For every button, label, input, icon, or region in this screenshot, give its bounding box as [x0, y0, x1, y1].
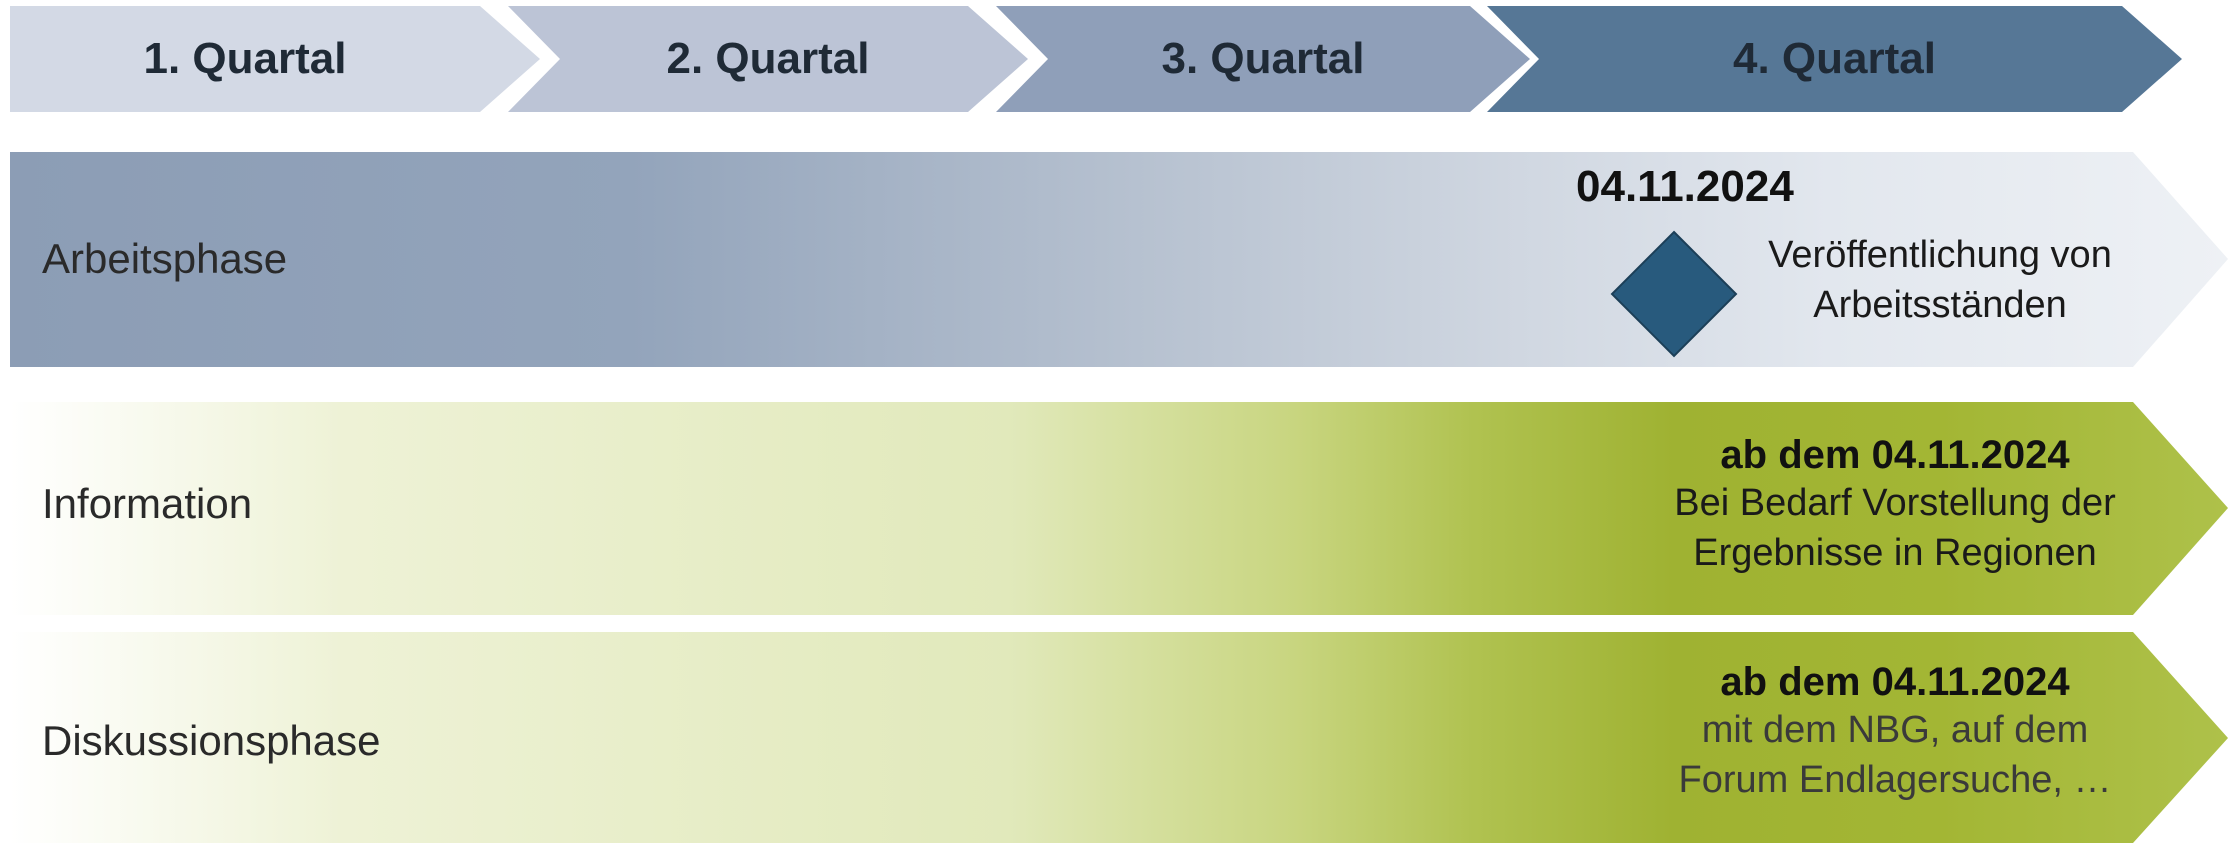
diskussionsphase-desc-line-2: Forum Endlagersuche, …: [1678, 759, 2112, 801]
quarter-1-chevron: 1. Quartal: [10, 6, 540, 112]
diskussionsphase-band: [10, 632, 2228, 843]
quarter-2-label: 2. Quartal: [666, 34, 870, 83]
information-label: Information: [42, 480, 253, 527]
diskussionsphase-date: ab dem 04.11.2024: [1720, 660, 2070, 704]
diskussionsphase-desc-line-1: mit dem NBG, auf dem: [1701, 709, 2089, 751]
information-date: ab dem 04.11.2024: [1720, 433, 2070, 477]
diskussionsphase-label: Diskussionsphase: [42, 717, 381, 764]
diamond-icon: [1610, 230, 1738, 358]
quarter-4-label: 4. Quartal: [1733, 34, 1936, 83]
arbeitsphase-date: 04.11.2024: [1576, 162, 1794, 211]
arbeitsphase-desc-line-1: Veröffentlichung von: [1768, 234, 2112, 276]
information-desc-line-2: Ergebnisse in Regionen: [1693, 532, 2097, 574]
quarter-2-chevron: 2. Quartal: [508, 6, 1028, 112]
arbeitsphase-band: [10, 152, 2228, 367]
quarter-4-chevron: 4. Quartal: [1487, 6, 2182, 112]
information-band: [10, 402, 2228, 615]
arbeitsphase-label: Arbeitsphase: [42, 235, 288, 282]
arbeitsphase-desc-line-2: Arbeitsständen: [1813, 284, 2067, 326]
diskussionsphase-description: ab dem 04.11.2024 mit dem NBG, auf dem F…: [1620, 660, 2170, 805]
quarter-3-chevron: 3. Quartal: [996, 6, 1530, 112]
arbeitsphase-description: Veröffentlichung von Arbeitsständen: [1730, 230, 2150, 330]
quarter-1-label: 1. Quartal: [143, 34, 347, 83]
information-desc-line-1: Bei Bedarf Vorstellung der: [1674, 482, 2116, 524]
quarter-3-label: 3. Quartal: [1161, 34, 1365, 83]
information-description: ab dem 04.11.2024 Bei Bedarf Vorstellung…: [1620, 433, 2170, 578]
